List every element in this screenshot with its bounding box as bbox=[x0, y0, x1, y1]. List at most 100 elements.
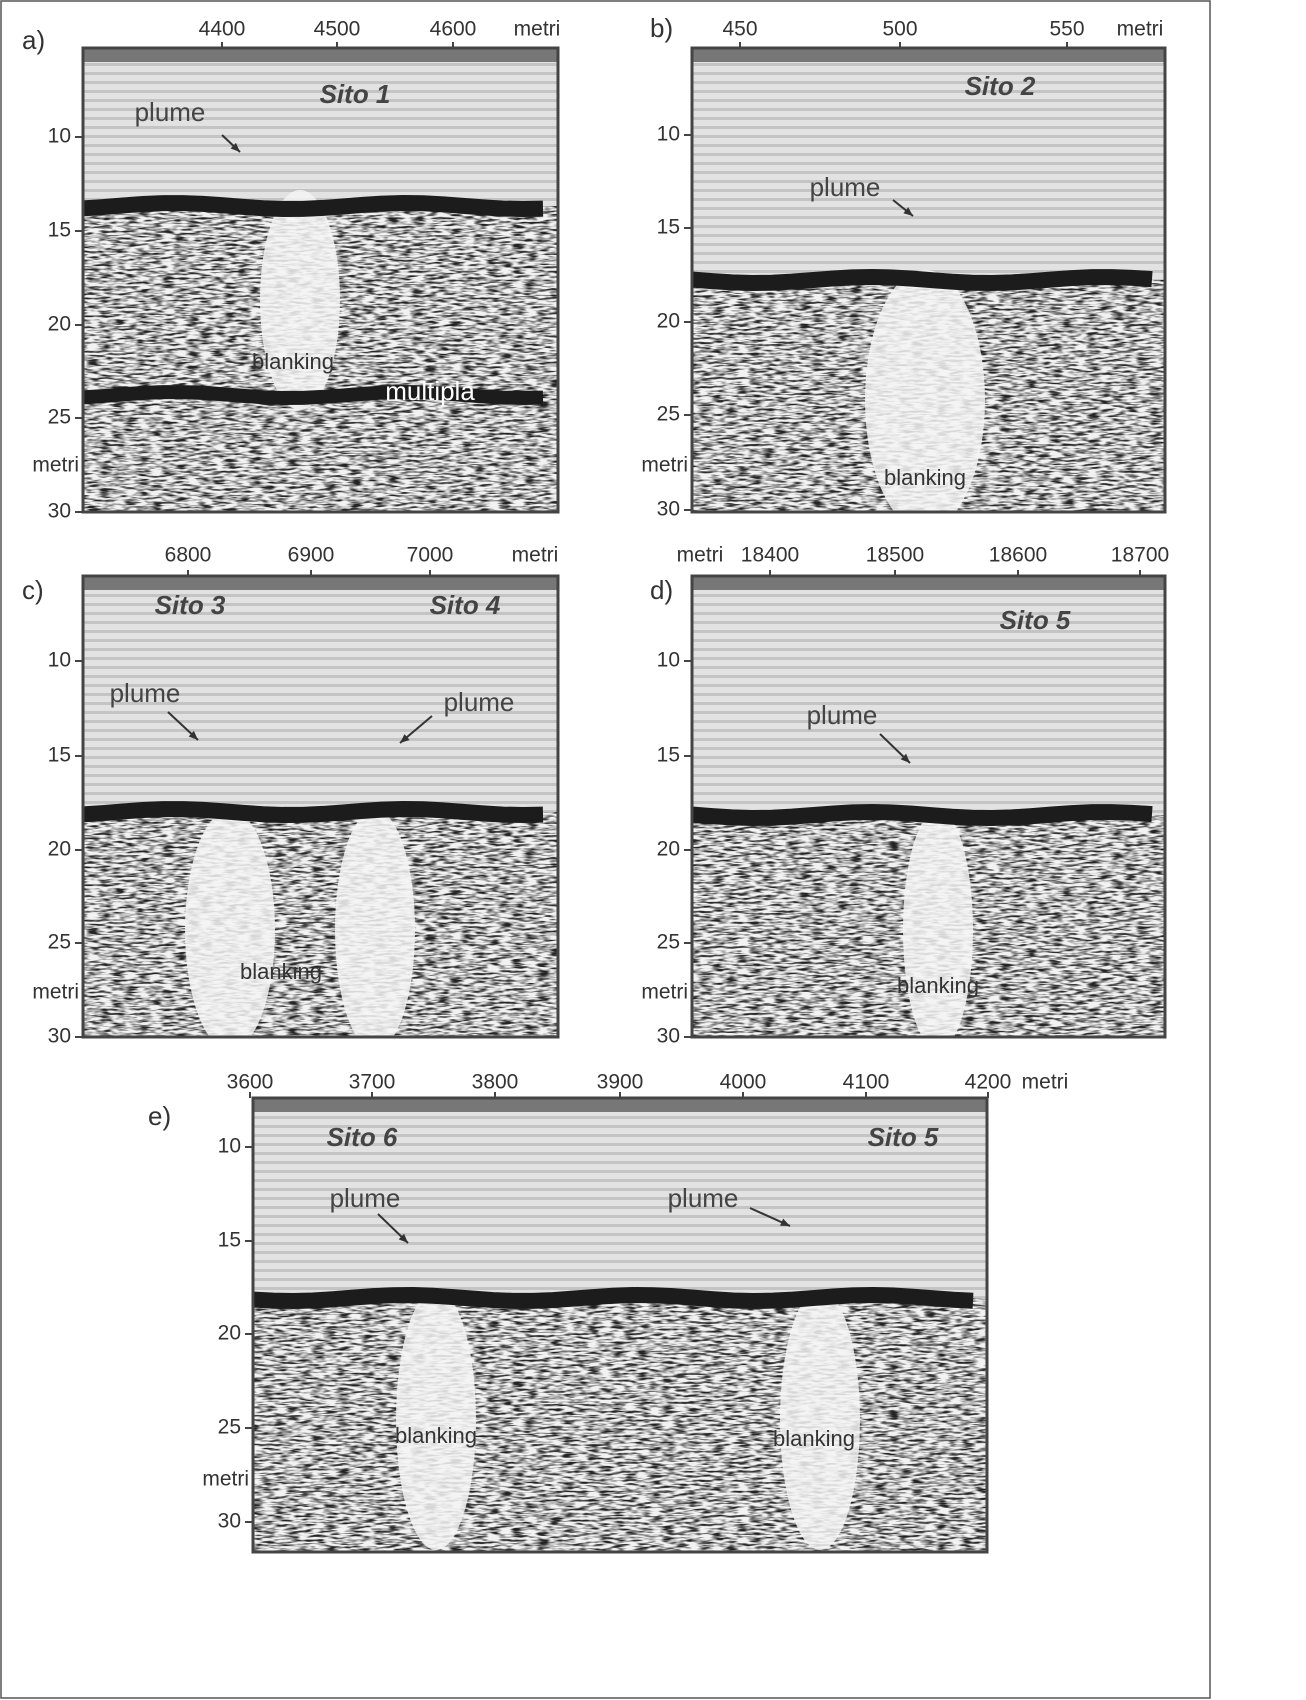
y-tick-label: 15 bbox=[218, 1229, 241, 1252]
x-unit: metri bbox=[514, 18, 561, 41]
site-label: Sito 5 bbox=[868, 1122, 939, 1152]
annotation: multipla bbox=[385, 376, 475, 406]
x-tick-label: 4400 bbox=[199, 18, 246, 41]
panel: b) 450 500 550 metri 10 15 20 25 30 metri Sito 2 plu… bbox=[641, 13, 1165, 530]
x-tick-label: 6900 bbox=[288, 544, 335, 567]
y-tick-label: 25 bbox=[48, 406, 71, 429]
y-unit: metri bbox=[32, 454, 79, 477]
blanking-zone bbox=[260, 190, 340, 410]
blanking-zone bbox=[185, 810, 275, 1050]
panel: e) 3600 3700 3800 3900 4000 4100 4200 metri 10 15 2… bbox=[148, 1071, 1068, 1552]
x-tick-label: 4600 bbox=[430, 18, 477, 41]
blanking-zone bbox=[396, 1290, 476, 1550]
x-unit: metri bbox=[512, 544, 559, 567]
site-label: Sito 6 bbox=[327, 1122, 398, 1152]
x-tick-label: 18400 bbox=[741, 544, 799, 567]
sediment-texture bbox=[253, 1298, 987, 1552]
annotation: blanking bbox=[884, 465, 966, 490]
y-tick-label: 30 bbox=[657, 1025, 680, 1048]
seismic-profile bbox=[253, 1098, 987, 1552]
blanking-zone bbox=[335, 810, 415, 1050]
y-tick-label: 30 bbox=[48, 500, 71, 523]
seabed-reflector bbox=[253, 1295, 973, 1301]
y-unit: metri bbox=[202, 1468, 249, 1491]
blanking-zone bbox=[903, 810, 973, 1050]
site-label: Sito 4 bbox=[430, 590, 501, 620]
annotation: plume bbox=[668, 1183, 739, 1213]
panel: d)18400185001860018700metri1015202530met… bbox=[641, 544, 1169, 1050]
panel: c) 6800 6900 7000 metri 10 15 20 25 30 metri Sito 3… bbox=[22, 544, 558, 1050]
x-tick-label: 4000 bbox=[720, 1071, 767, 1094]
x-tick-label: 3600 bbox=[227, 1071, 274, 1094]
x-unit: metri bbox=[677, 544, 724, 567]
y-tick-label: 30 bbox=[48, 1025, 71, 1048]
annotation: blanking bbox=[897, 973, 979, 998]
y-tick-label: 15 bbox=[657, 744, 680, 767]
site-label: Sito 1 bbox=[320, 79, 391, 109]
y-tick-label: 20 bbox=[48, 838, 71, 861]
blanking-zone bbox=[865, 270, 985, 530]
y-tick-label: 20 bbox=[657, 310, 680, 333]
y-tick-label: 10 bbox=[657, 649, 680, 672]
sediment-texture bbox=[83, 812, 558, 1037]
annotation: plume bbox=[135, 97, 206, 127]
site-label: Sito 5 bbox=[1000, 605, 1071, 635]
x-tick-label: 450 bbox=[722, 18, 757, 41]
x-unit: metri bbox=[1022, 1071, 1069, 1094]
top-band bbox=[692, 48, 1165, 62]
annotation: plume bbox=[444, 687, 515, 717]
seismic-profile bbox=[692, 48, 1165, 530]
y-tick-label: 20 bbox=[48, 313, 71, 336]
x-tick-label: 500 bbox=[882, 18, 917, 41]
panel-label: c) bbox=[22, 575, 44, 605]
x-tick-label: 6800 bbox=[165, 544, 212, 567]
x-tick-label: 18600 bbox=[989, 544, 1047, 567]
x-tick-label: 550 bbox=[1049, 18, 1084, 41]
panel-label: b) bbox=[650, 13, 673, 43]
top-band bbox=[692, 576, 1165, 590]
annotation: blanking bbox=[252, 349, 334, 374]
figure: a) 4400 4500 4600 metri 10 15 20 25 30 metri Sito 1… bbox=[0, 0, 1306, 1700]
y-tick-label: 20 bbox=[218, 1322, 241, 1345]
annotation: blanking bbox=[395, 1423, 477, 1448]
y-tick-label: 10 bbox=[48, 125, 71, 148]
x-tick-label: 4500 bbox=[314, 18, 361, 41]
x-tick-label: 4100 bbox=[843, 1071, 890, 1094]
y-unit: metri bbox=[641, 454, 688, 477]
x-tick-label: 18700 bbox=[1111, 544, 1169, 567]
panels: a) 4400 4500 4600 metri 10 15 20 25 30 metri Sito 1… bbox=[22, 13, 1169, 1552]
y-tick-label: 25 bbox=[657, 931, 680, 954]
panel: a)440045004600metri1015202530metriSito 1… bbox=[22, 18, 560, 523]
y-tick-label: 10 bbox=[218, 1135, 241, 1158]
y-tick-label: 10 bbox=[48, 649, 71, 672]
seabed-reflector bbox=[83, 809, 543, 815]
y-tick-label: 25 bbox=[48, 931, 71, 954]
x-tick-label: 18500 bbox=[866, 544, 924, 567]
y-unit: metri bbox=[641, 981, 688, 1004]
x-tick-label: 3900 bbox=[597, 1071, 644, 1094]
top-band bbox=[253, 1098, 987, 1112]
annotation: plume bbox=[810, 172, 881, 202]
y-tick-label: 15 bbox=[48, 744, 71, 767]
panel-label: e) bbox=[148, 1101, 171, 1131]
x-tick-label: 4200 bbox=[965, 1071, 1012, 1094]
y-tick-label: 30 bbox=[657, 498, 680, 521]
blanking-zone bbox=[780, 1290, 860, 1550]
site-label: Sito 2 bbox=[965, 71, 1036, 101]
x-tick-label: 3700 bbox=[349, 1071, 396, 1094]
x-tick-label: 7000 bbox=[407, 544, 454, 567]
y-tick-label: 30 bbox=[218, 1510, 241, 1533]
y-tick-label: 15 bbox=[657, 216, 680, 239]
y-tick-label: 25 bbox=[657, 403, 680, 426]
y-tick-label: 10 bbox=[657, 123, 680, 146]
panel-label: a) bbox=[22, 25, 45, 55]
x-unit: metri bbox=[1117, 18, 1164, 41]
annotation: blanking bbox=[773, 1426, 855, 1451]
site-label: Sito 3 bbox=[155, 590, 226, 620]
y-unit: metri bbox=[32, 981, 79, 1004]
x-tick-label: 3800 bbox=[472, 1071, 519, 1094]
top-band bbox=[83, 576, 558, 590]
annotation: blanking bbox=[240, 959, 322, 984]
annotation: plume bbox=[330, 1183, 401, 1213]
annotation: plume bbox=[807, 700, 878, 730]
